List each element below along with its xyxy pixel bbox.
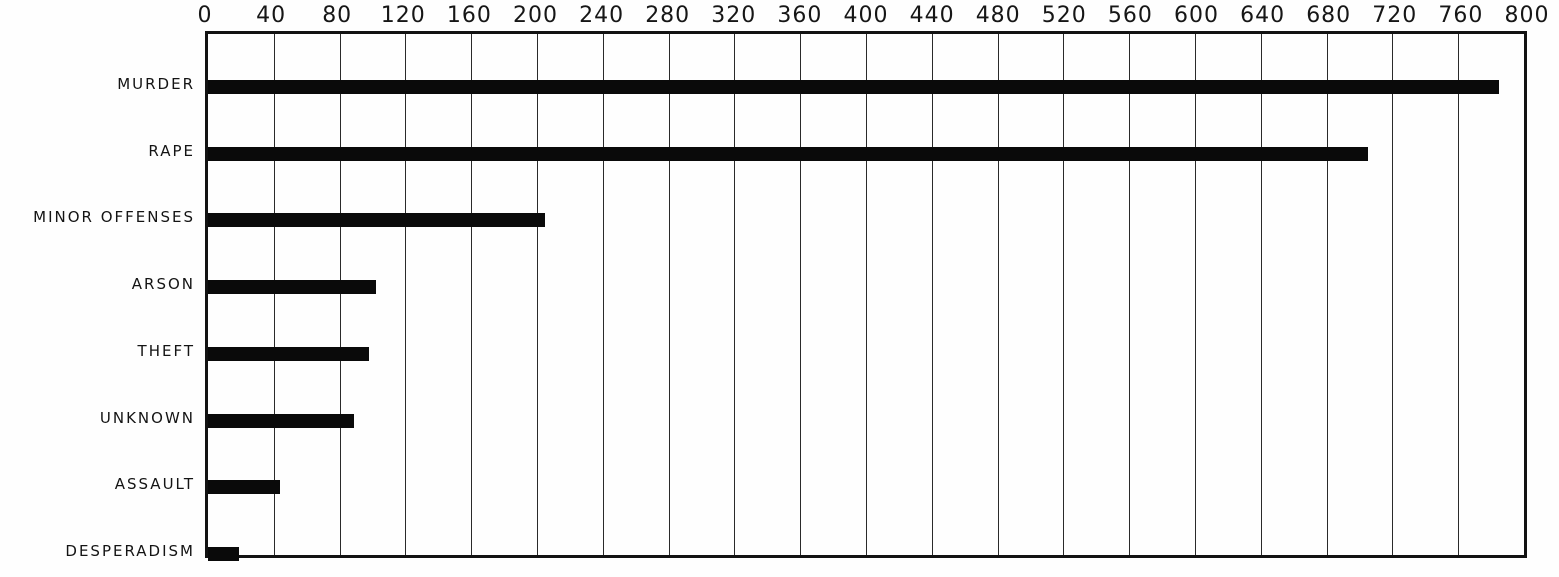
x-axis-tick-label: 800 xyxy=(1504,3,1550,28)
category-label-theft: THEFT xyxy=(137,341,195,360)
x-axis-tick-label: 520 xyxy=(1041,3,1087,28)
x-axis-tick-label: 640 xyxy=(1240,3,1286,28)
bar-theft xyxy=(208,346,370,361)
category-label-minor-offenses: MINOR OFFENSES xyxy=(33,208,195,227)
gridline xyxy=(668,34,670,555)
bar-murder xyxy=(208,80,1500,94)
x-axis-tick-label: 280 xyxy=(645,3,691,28)
x-axis-tick-label: 480 xyxy=(975,3,1021,28)
gridline xyxy=(471,34,473,555)
gridline xyxy=(1326,34,1328,555)
gridline xyxy=(602,34,604,555)
category-label-arson: ARSON xyxy=(131,275,195,294)
gridline xyxy=(537,34,538,555)
x-axis-tick-label: 200 xyxy=(513,3,558,28)
x-axis-tick-label: 360 xyxy=(777,3,823,28)
plot-area xyxy=(205,31,1527,561)
x-axis-tick-label: 720 xyxy=(1372,3,1418,28)
x-axis-tick-label: 40 xyxy=(256,3,287,28)
x-axis-tick-label: 440 xyxy=(909,3,955,28)
x-axis-tick-label: 160 xyxy=(446,3,492,28)
gridline xyxy=(734,34,736,555)
bar-assault xyxy=(208,480,281,495)
category-label-assault: ASSAULT xyxy=(114,475,195,494)
x-axis-tick-label: 0 xyxy=(197,3,213,28)
category-label-unknown: UNKNOWN xyxy=(99,408,195,427)
gridline xyxy=(866,34,867,555)
category-labels: MURDER RAPE MINOR OFFENSES ARSON THEFT UNKNOW… xyxy=(0,31,205,560)
x-axis-tick-label: 120 xyxy=(380,3,426,28)
gridline xyxy=(997,34,999,555)
gridline xyxy=(800,34,802,555)
x-axis-tick-label: 320 xyxy=(711,3,757,28)
category-label-desperadism: DESPERADISM xyxy=(65,541,195,560)
bar-desperadism xyxy=(208,546,240,561)
category-label-rape: RAPE xyxy=(148,141,195,160)
x-axis-tick-label: 80 xyxy=(322,3,353,28)
bar-rape xyxy=(208,146,1368,161)
x-axis-tick-label: 240 xyxy=(579,3,625,28)
x-axis-tick-label: 760 xyxy=(1438,3,1484,28)
category-label-murder: MURDER xyxy=(117,75,195,93)
gridline xyxy=(1392,34,1394,555)
gridline xyxy=(1129,34,1131,555)
x-axis-tick-label: 400 xyxy=(843,3,889,28)
gridline xyxy=(1458,34,1460,555)
bar-minor-offenses xyxy=(208,213,546,228)
bar-arson xyxy=(208,280,376,295)
gridline xyxy=(339,34,341,555)
x-axis: 0 40 80 120 160 200 240 280 320 360 400 440 480 520 56… xyxy=(198,0,1549,31)
gridline xyxy=(405,34,407,555)
x-axis-tick-label: 600 xyxy=(1174,3,1219,28)
x-axis-tick-label: 560 xyxy=(1107,3,1153,28)
gridline xyxy=(1260,34,1262,555)
x-axis-tick-label: 680 xyxy=(1306,3,1352,28)
gridline xyxy=(273,34,275,555)
gridline xyxy=(1195,34,1196,555)
gridline xyxy=(1063,34,1065,555)
gridline xyxy=(931,34,933,555)
bar-unknown xyxy=(208,413,355,428)
